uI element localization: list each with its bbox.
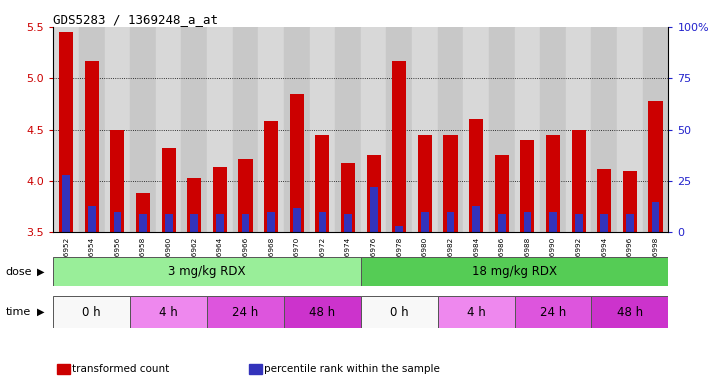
Bar — [207, 296, 284, 328]
Bar — [59, 32, 73, 232]
Text: GDS5283 / 1369248_a_at: GDS5283 / 1369248_a_at — [53, 13, 218, 26]
Bar — [360, 27, 387, 232]
Bar — [53, 257, 360, 286]
Text: time: time — [6, 307, 31, 317]
Bar — [187, 178, 201, 232]
Bar — [110, 130, 124, 232]
Text: dose: dose — [6, 266, 32, 277]
Bar — [464, 27, 489, 232]
Bar — [520, 140, 535, 232]
Bar — [53, 296, 130, 328]
Bar — [165, 214, 173, 232]
Bar — [191, 214, 198, 232]
Bar — [105, 27, 130, 232]
Bar — [572, 130, 586, 232]
Bar — [341, 164, 355, 232]
Bar — [648, 101, 663, 232]
Bar — [242, 214, 250, 232]
Bar — [447, 212, 454, 232]
Bar — [421, 212, 429, 232]
Bar — [53, 27, 79, 232]
Bar — [289, 94, 304, 232]
Bar — [207, 27, 232, 232]
Text: 24 h: 24 h — [232, 306, 259, 318]
Text: 24 h: 24 h — [540, 306, 566, 318]
Bar — [498, 214, 506, 232]
Bar — [360, 257, 668, 286]
Bar — [643, 27, 668, 232]
Bar — [489, 27, 515, 232]
Bar — [136, 193, 150, 232]
Bar — [472, 205, 480, 232]
Bar — [617, 27, 643, 232]
Bar — [284, 296, 360, 328]
Bar — [130, 27, 156, 232]
Bar — [495, 155, 509, 232]
Bar — [438, 296, 515, 328]
Bar — [161, 148, 176, 232]
Bar — [592, 296, 668, 328]
Bar — [370, 187, 378, 232]
Bar — [130, 296, 207, 328]
Bar — [418, 135, 432, 232]
Bar — [549, 212, 557, 232]
Bar — [267, 212, 275, 232]
Bar — [566, 27, 592, 232]
Bar — [284, 27, 309, 232]
Bar — [316, 135, 329, 232]
Bar — [264, 121, 278, 232]
Bar — [258, 27, 284, 232]
Bar — [319, 212, 326, 232]
Bar — [85, 61, 99, 232]
Bar — [367, 155, 380, 232]
Bar — [469, 119, 483, 232]
Bar — [523, 212, 531, 232]
Text: percentile rank within the sample: percentile rank within the sample — [264, 364, 439, 374]
Bar — [652, 202, 659, 232]
Bar — [515, 27, 540, 232]
Text: 48 h: 48 h — [617, 306, 643, 318]
Bar — [412, 27, 438, 232]
Bar — [139, 214, 147, 232]
Text: 18 mg/kg RDX: 18 mg/kg RDX — [472, 265, 557, 278]
Bar — [600, 214, 608, 232]
Text: 0 h: 0 h — [82, 306, 101, 318]
Bar — [181, 27, 207, 232]
Bar — [63, 175, 70, 232]
Bar — [309, 27, 335, 232]
Bar — [216, 214, 224, 232]
Bar — [293, 208, 301, 232]
Bar — [395, 226, 403, 232]
Text: 4 h: 4 h — [159, 306, 178, 318]
Bar — [597, 169, 611, 232]
Bar — [156, 27, 181, 232]
Bar — [344, 214, 352, 232]
Bar — [213, 167, 227, 232]
Bar — [515, 296, 592, 328]
Bar — [114, 212, 122, 232]
Bar — [232, 27, 258, 232]
Bar — [540, 27, 566, 232]
Bar — [546, 135, 560, 232]
Bar — [88, 205, 96, 232]
Bar — [592, 27, 617, 232]
Bar — [335, 27, 360, 232]
Text: 4 h: 4 h — [467, 306, 486, 318]
Bar — [387, 27, 412, 232]
Bar — [444, 135, 458, 232]
Text: 3 mg/kg RDX: 3 mg/kg RDX — [169, 265, 246, 278]
Bar — [238, 159, 252, 232]
Text: transformed count: transformed count — [72, 364, 169, 374]
Text: 48 h: 48 h — [309, 306, 336, 318]
Text: ▶: ▶ — [37, 266, 44, 277]
Bar — [360, 296, 438, 328]
Bar — [626, 214, 634, 232]
Text: 0 h: 0 h — [390, 306, 409, 318]
Bar — [438, 27, 464, 232]
Bar — [79, 27, 105, 232]
Bar — [574, 214, 582, 232]
Text: ▶: ▶ — [37, 307, 44, 317]
Bar — [623, 171, 637, 232]
Bar — [392, 61, 406, 232]
